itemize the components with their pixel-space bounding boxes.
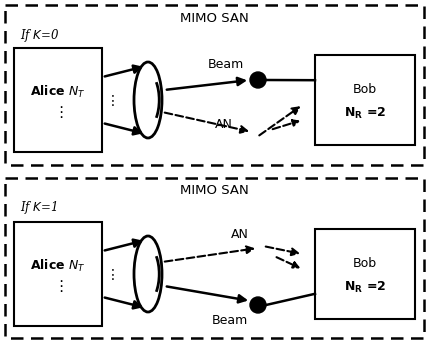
Text: MIMO SAN: MIMO SAN <box>180 11 249 24</box>
Text: Beam: Beam <box>212 314 248 327</box>
Text: Alice $N_T$: Alice $N_T$ <box>30 84 86 100</box>
Bar <box>14 222 102 326</box>
Text: AN: AN <box>215 118 233 130</box>
Text: $\vdots$: $\vdots$ <box>53 105 63 120</box>
Bar <box>5 5 424 165</box>
Bar <box>315 229 415 319</box>
Text: Bob: Bob <box>353 83 377 96</box>
Text: Beam: Beam <box>208 57 244 71</box>
Ellipse shape <box>134 236 162 312</box>
Text: If $\mathit{K}$=0: If $\mathit{K}$=0 <box>20 26 60 43</box>
Text: $\mathbf{N_R}$ =2: $\mathbf{N_R}$ =2 <box>344 106 386 121</box>
Text: Alice $N_T$: Alice $N_T$ <box>30 258 86 274</box>
Bar <box>5 178 424 338</box>
Text: $\vdots$: $\vdots$ <box>105 94 115 108</box>
Circle shape <box>250 297 266 313</box>
Text: $\mathbf{N_R}$ =2: $\mathbf{N_R}$ =2 <box>344 280 386 295</box>
Ellipse shape <box>134 62 162 138</box>
Text: AN: AN <box>231 227 249 240</box>
Text: $\vdots$: $\vdots$ <box>105 268 115 282</box>
Circle shape <box>250 72 266 88</box>
Bar <box>14 48 102 152</box>
Text: MIMO SAN: MIMO SAN <box>180 184 249 197</box>
Text: If $\mathit{K}$=1: If $\mathit{K}$=1 <box>20 200 57 216</box>
Text: $\vdots$: $\vdots$ <box>53 279 63 294</box>
Text: Bob: Bob <box>353 257 377 270</box>
Bar <box>315 55 415 145</box>
